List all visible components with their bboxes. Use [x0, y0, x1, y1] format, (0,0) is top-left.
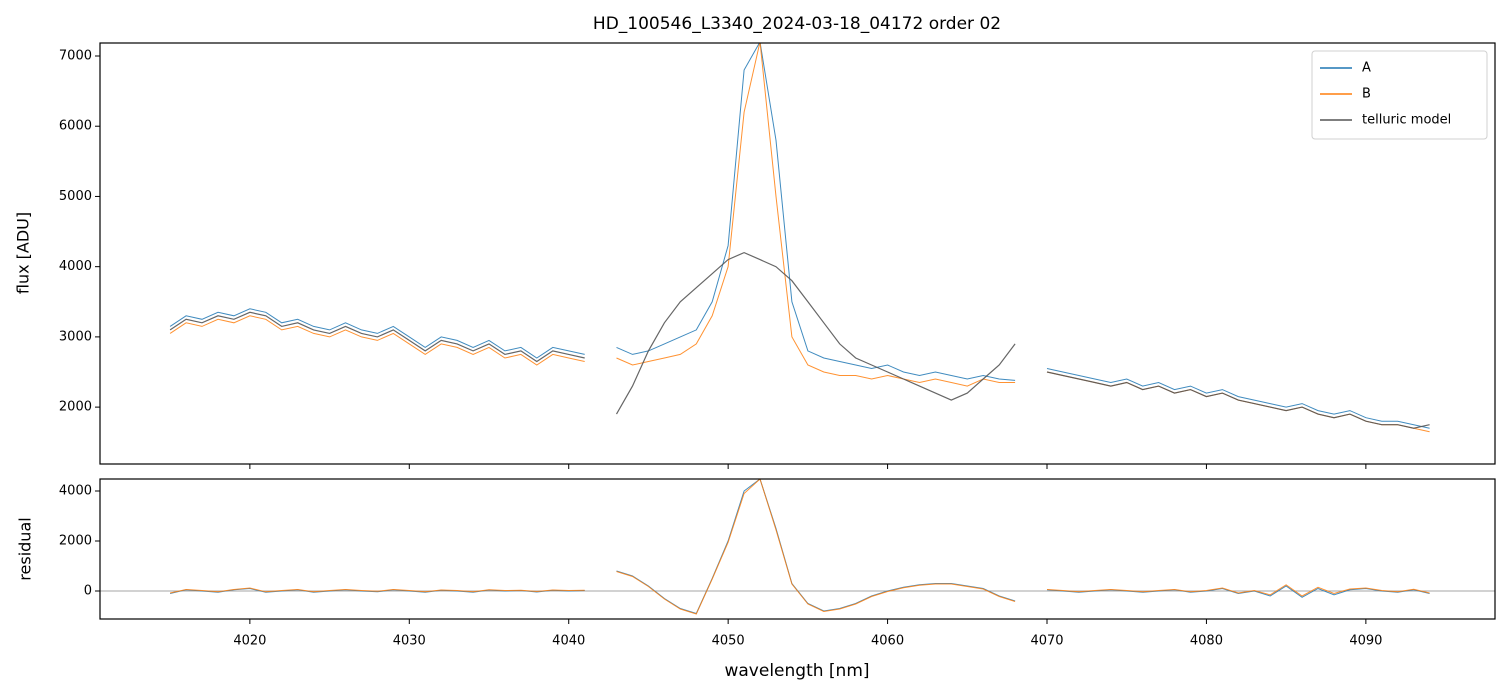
legend-label: telluric model — [1362, 113, 1451, 128]
y-tick-label: 2000 — [59, 534, 92, 549]
plot-area — [169, 43, 1430, 433]
x-tick-label: 4040 — [552, 634, 585, 649]
x-tick-label: 4060 — [871, 634, 904, 649]
series-line — [169, 43, 1430, 429]
plot-area — [100, 479, 1495, 615]
x-tick-label: 4050 — [712, 634, 745, 649]
series-line — [169, 43, 1430, 433]
axes-frame — [99, 42, 1496, 465]
y-tick-label: 6000 — [59, 119, 92, 134]
series-line — [169, 479, 1430, 615]
y-tick-label: 7000 — [59, 48, 92, 63]
y-tick-label: 0 — [84, 584, 92, 599]
x-tick-label: 4030 — [393, 634, 426, 649]
y-tick-label: 3000 — [59, 329, 92, 344]
y-tick-label: 2000 — [59, 400, 92, 415]
y-tick-label: 4000 — [59, 259, 92, 274]
legend-box — [1311, 50, 1488, 140]
x-tick-label: 4080 — [1190, 634, 1223, 649]
x-tick-label: 4020 — [233, 634, 266, 649]
series-line — [169, 251, 1430, 429]
y-axis-label: residual — [16, 517, 35, 580]
y-tick-label: 4000 — [59, 484, 92, 499]
legend-label: A — [1362, 61, 1371, 76]
x-tick-label: 4090 — [1349, 634, 1382, 649]
axes-frame — [99, 478, 1496, 620]
legend-label: B — [1362, 87, 1371, 102]
x-axis-label: wavelength [nm] — [724, 661, 869, 681]
chart-title: HD_100546_L3340_2024-03-18_04172 order 0… — [593, 14, 1001, 34]
y-axis-label: flux [ADU] — [14, 212, 33, 294]
x-tick-label: 4070 — [1030, 634, 1063, 649]
y-tick-label: 5000 — [59, 189, 92, 204]
